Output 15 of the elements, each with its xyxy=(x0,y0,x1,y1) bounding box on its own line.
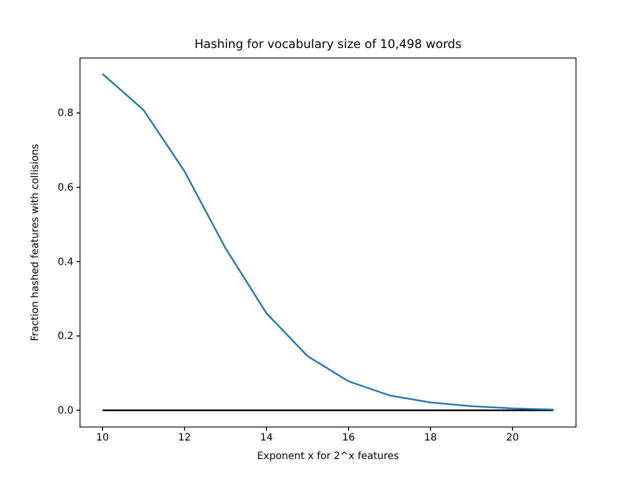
x-tick-label: 18 xyxy=(424,432,437,444)
x-tick-label: 12 xyxy=(178,432,191,444)
x-tick-label: 16 xyxy=(342,432,355,444)
y-axis-title: Fraction hashed features with collisions xyxy=(30,144,41,342)
y-tick-label: 0.8 xyxy=(58,108,74,120)
y-tick-label: 0.4 xyxy=(58,256,74,268)
y-tick-label: 0.0 xyxy=(58,405,74,416)
x-tick-label: 20 xyxy=(506,432,519,444)
x-tick-label: 14 xyxy=(260,432,273,444)
y-tick-label: 0.2 xyxy=(58,331,74,342)
x-tick-label: 10 xyxy=(96,432,109,444)
line-series xyxy=(102,73,554,410)
chart-title: Hashing for vocabulary size of 10,498 words xyxy=(194,37,462,51)
y-tick-label: 0.6 xyxy=(58,182,74,194)
x-axis-title: Exponent x for 2^x features xyxy=(257,451,399,462)
